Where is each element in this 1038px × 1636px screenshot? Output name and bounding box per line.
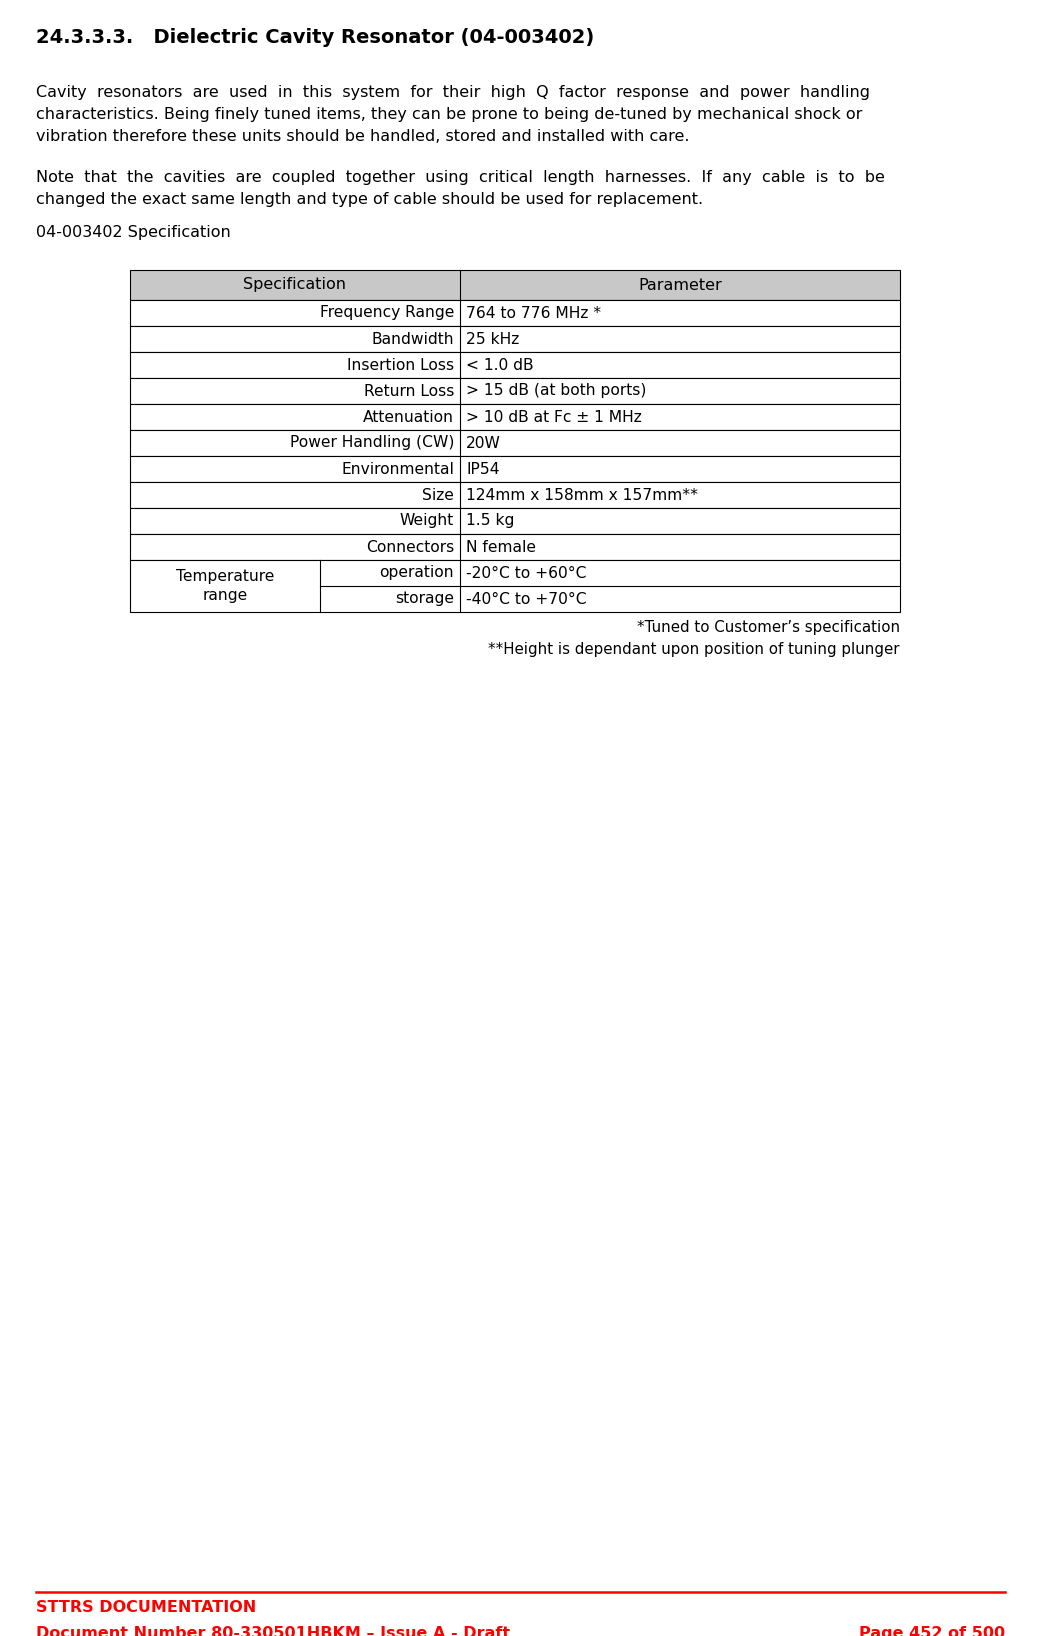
Text: Bandwidth: Bandwidth — [372, 332, 454, 347]
Text: Cavity  resonators  are  used  in  this  system  for  their  high  Q  factor  re: Cavity resonators are used in this syste… — [36, 85, 870, 100]
Text: IP54: IP54 — [466, 461, 499, 476]
Text: Weight: Weight — [400, 514, 454, 528]
Text: N female: N female — [466, 540, 536, 555]
Text: -40°C to +70°C: -40°C to +70°C — [466, 592, 586, 607]
Text: Note  that  the  cavities  are  coupled  together  using  critical  length  harn: Note that the cavities are coupled toget… — [36, 170, 884, 185]
Bar — [130, 378, 900, 404]
Text: Insertion Loss: Insertion Loss — [347, 358, 454, 373]
Bar — [130, 483, 900, 509]
Text: *Tuned to Customer’s specification: *Tuned to Customer’s specification — [637, 620, 900, 635]
Text: > 15 dB (at both ports): > 15 dB (at both ports) — [466, 383, 647, 399]
Text: < 1.0 dB: < 1.0 dB — [466, 358, 534, 373]
Text: storage: storage — [395, 592, 454, 607]
Text: 124mm x 158mm x 157mm**: 124mm x 158mm x 157mm** — [466, 488, 698, 502]
Text: changed the exact same length and type of cable should be used for replacement.: changed the exact same length and type o… — [36, 191, 703, 208]
Bar — [130, 456, 900, 483]
Bar — [130, 509, 900, 533]
Text: Parameter: Parameter — [638, 278, 721, 293]
Bar — [130, 352, 900, 378]
Text: 20W: 20W — [466, 435, 501, 450]
Text: Attenuation: Attenuation — [363, 409, 454, 424]
Bar — [130, 430, 900, 456]
Text: Specification: Specification — [244, 278, 347, 293]
Bar — [130, 326, 900, 352]
Text: -20°C to +60°C: -20°C to +60°C — [466, 566, 586, 581]
Text: Document Number 80-330501HBKM – Issue A - Draft: Document Number 80-330501HBKM – Issue A … — [36, 1626, 510, 1636]
Text: Return Loss: Return Loss — [363, 383, 454, 399]
Text: Environmental: Environmental — [342, 461, 454, 476]
Text: 1.5 kg: 1.5 kg — [466, 514, 515, 528]
Text: Temperature
range: Temperature range — [175, 569, 274, 604]
Bar — [130, 299, 900, 326]
Text: Frequency Range: Frequency Range — [320, 306, 454, 321]
Text: 764 to 776 MHz *: 764 to 776 MHz * — [466, 306, 601, 321]
Text: Page 452 of 500: Page 452 of 500 — [858, 1626, 1005, 1636]
Text: 04-003402 Specification: 04-003402 Specification — [36, 226, 230, 240]
Text: characteristics. Being finely tuned items, they can be prone to being de-tuned b: characteristics. Being finely tuned item… — [36, 106, 863, 123]
Text: Connectors: Connectors — [365, 540, 454, 555]
Text: > 10 dB at Fc ± 1 MHz: > 10 dB at Fc ± 1 MHz — [466, 409, 641, 424]
Text: STTRS DOCUMENTATION: STTRS DOCUMENTATION — [36, 1600, 256, 1615]
Bar — [130, 404, 900, 430]
Text: 25 kHz: 25 kHz — [466, 332, 519, 347]
Bar — [130, 533, 900, 560]
Text: vibration therefore these units should be handled, stored and installed with car: vibration therefore these units should b… — [36, 129, 689, 144]
Text: **Height is dependant upon position of tuning plunger: **Height is dependant upon position of t… — [489, 641, 900, 658]
Text: operation: operation — [379, 566, 454, 581]
Text: Power Handling (CW): Power Handling (CW) — [290, 435, 454, 450]
Text: Size: Size — [422, 488, 454, 502]
Bar — [130, 560, 900, 612]
Bar — [130, 270, 900, 299]
Text: 24.3.3.3.   Dielectric Cavity Resonator (04-003402): 24.3.3.3. Dielectric Cavity Resonator (0… — [36, 28, 594, 47]
